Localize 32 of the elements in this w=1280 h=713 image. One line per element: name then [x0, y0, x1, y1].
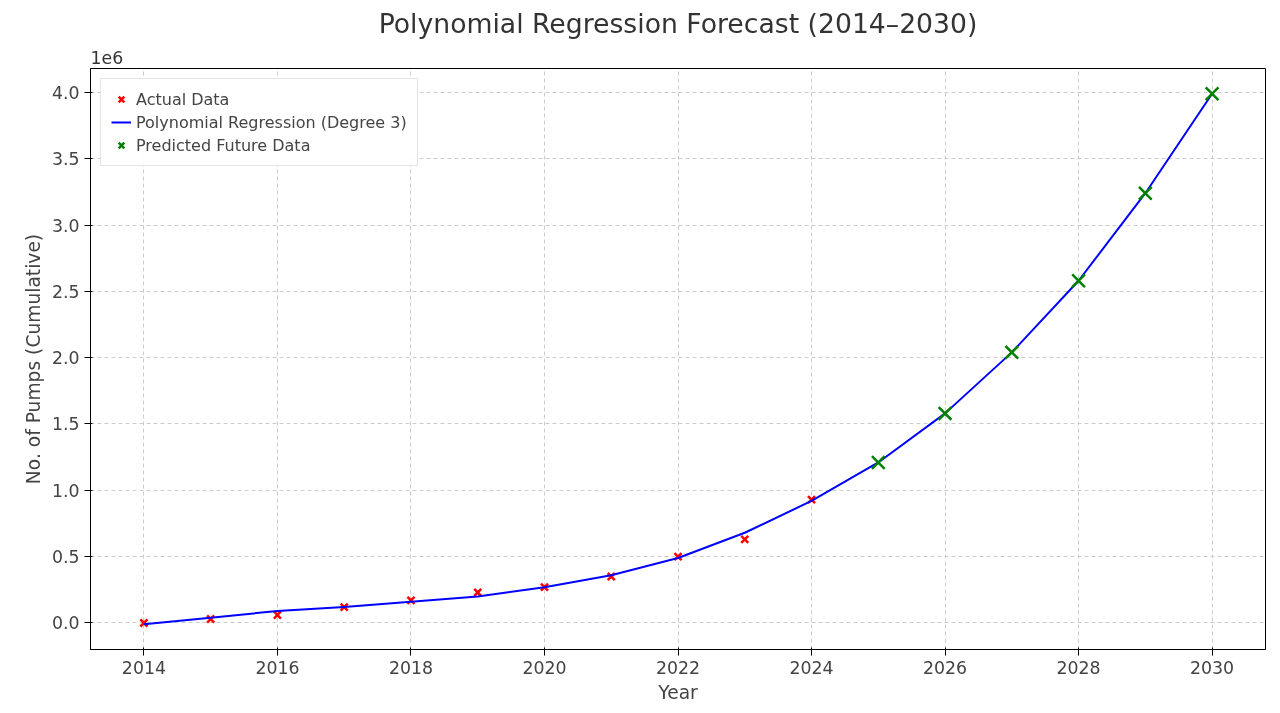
- legend-label: Polynomial Regression (Degree 3): [136, 112, 407, 132]
- x-tick-label: 2018: [388, 657, 434, 678]
- x-tick-label: 2016: [255, 657, 300, 678]
- point: [1137, 185, 1153, 201]
- y-tick-label: 4.0: [51, 82, 80, 103]
- y-tick-label: 2.0: [51, 348, 80, 369]
- text: 1e6: [90, 47, 124, 68]
- x-tick-label: 2024: [789, 657, 834, 678]
- point: [870, 454, 886, 471]
- chart-title: Polynomial Regression Forecast (2014–2030): [378, 7, 978, 39]
- x-tick-label: 2030: [1190, 657, 1235, 678]
- legend-label: Predicted Future Data: [136, 135, 311, 155]
- y-tick-label: 1.5: [51, 414, 80, 435]
- y-tick-label: 3.5: [51, 149, 80, 170]
- point: [1070, 273, 1087, 289]
- point: [739, 534, 750, 545]
- y-tick-label: 3.0: [51, 215, 80, 236]
- y-tick-label: 0.0: [51, 613, 80, 634]
- x-tick-label: 2026: [923, 657, 968, 678]
- legend-label: Actual Data: [136, 89, 230, 109]
- x-tick-label: 2020: [522, 657, 567, 678]
- y-axis-title: No. of Pumps (Cumulative): [22, 233, 44, 485]
- x-tick-label: 2022: [655, 657, 701, 678]
- y-tick-label: 1.0: [51, 480, 80, 501]
- x-tick-label: 2014: [121, 657, 166, 678]
- point: [1204, 86, 1220, 102]
- point: [937, 405, 953, 421]
- x-axis-title: Year: [657, 681, 699, 703]
- y-tick-label: 2.5: [51, 281, 80, 302]
- y-tick-label: 0.5: [51, 547, 80, 568]
- point: [1004, 344, 1020, 360]
- x-tick-label: 2028: [1056, 657, 1101, 678]
